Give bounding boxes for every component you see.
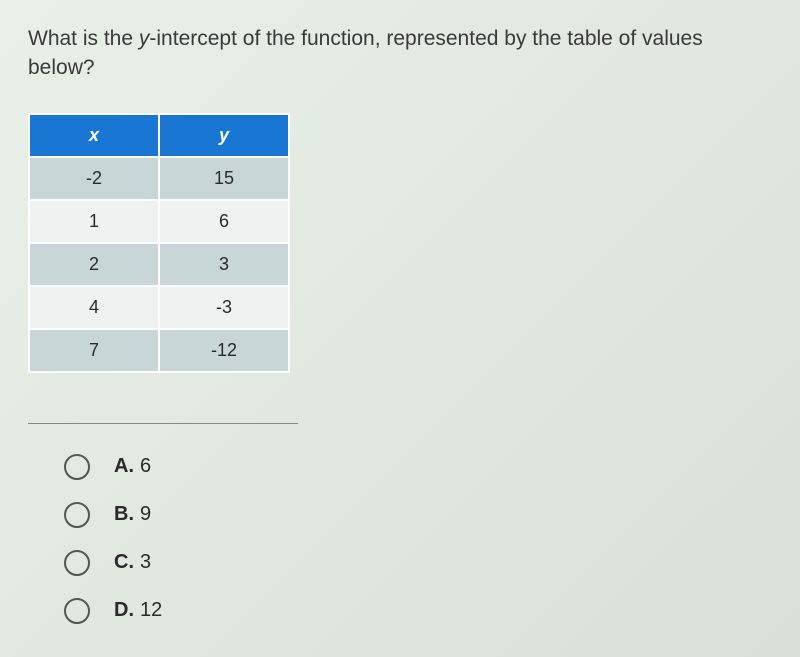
- table-cell-y: -3: [159, 286, 289, 329]
- table-cell-x: 4: [29, 286, 159, 329]
- answer-choices: A. 6 B. 9 C. 3 D. 12: [64, 454, 772, 624]
- table-cell-x: 1: [29, 200, 159, 243]
- choice-value: 3: [140, 551, 151, 573]
- choice-b[interactable]: B. 9: [64, 502, 772, 528]
- choice-value: 12: [140, 599, 162, 621]
- choice-label: D. 12: [114, 599, 162, 622]
- radio-icon: [64, 550, 90, 576]
- table-row: 4 -3: [29, 286, 289, 329]
- question-text-before: What is the: [28, 27, 139, 50]
- table-cell-x: -2: [29, 157, 159, 200]
- radio-icon: [64, 502, 90, 528]
- table-cell-y: -12: [159, 329, 289, 372]
- table-row: -2 15: [29, 157, 289, 200]
- question-y-variable: y: [139, 27, 150, 50]
- section-divider: [28, 423, 298, 424]
- table-cell-y: 6: [159, 200, 289, 243]
- choice-label: B. 9: [114, 503, 151, 526]
- table-header-y: y: [159, 114, 289, 157]
- choice-c[interactable]: C. 3: [64, 550, 772, 576]
- choice-letter: A.: [114, 455, 134, 477]
- table-row: 2 3: [29, 243, 289, 286]
- radio-icon: [64, 454, 90, 480]
- question-container: What is the y-intercept of the function,…: [0, 0, 800, 648]
- values-table: x y -2 15 1 6 2 3 4 -3 7 -12: [28, 113, 290, 373]
- choice-letter: C.: [114, 551, 134, 573]
- table-cell-y: 3: [159, 243, 289, 286]
- choice-label: C. 3: [114, 551, 151, 574]
- table-row: 7 -12: [29, 329, 289, 372]
- choice-d[interactable]: D. 12: [64, 598, 772, 624]
- choice-letter: D.: [114, 599, 134, 621]
- choice-letter: B.: [114, 503, 134, 525]
- choice-value: 9: [140, 503, 151, 525]
- table-cell-y: 15: [159, 157, 289, 200]
- table-cell-x: 2: [29, 243, 159, 286]
- question-prompt: What is the y-intercept of the function,…: [28, 24, 768, 83]
- choice-label: A. 6: [114, 455, 151, 478]
- choice-a[interactable]: A. 6: [64, 454, 772, 480]
- table-row: 1 6: [29, 200, 289, 243]
- table-header-x: x: [29, 114, 159, 157]
- radio-icon: [64, 598, 90, 624]
- choice-value: 6: [140, 455, 151, 477]
- table-cell-x: 7: [29, 329, 159, 372]
- table-body: -2 15 1 6 2 3 4 -3 7 -12: [29, 157, 289, 372]
